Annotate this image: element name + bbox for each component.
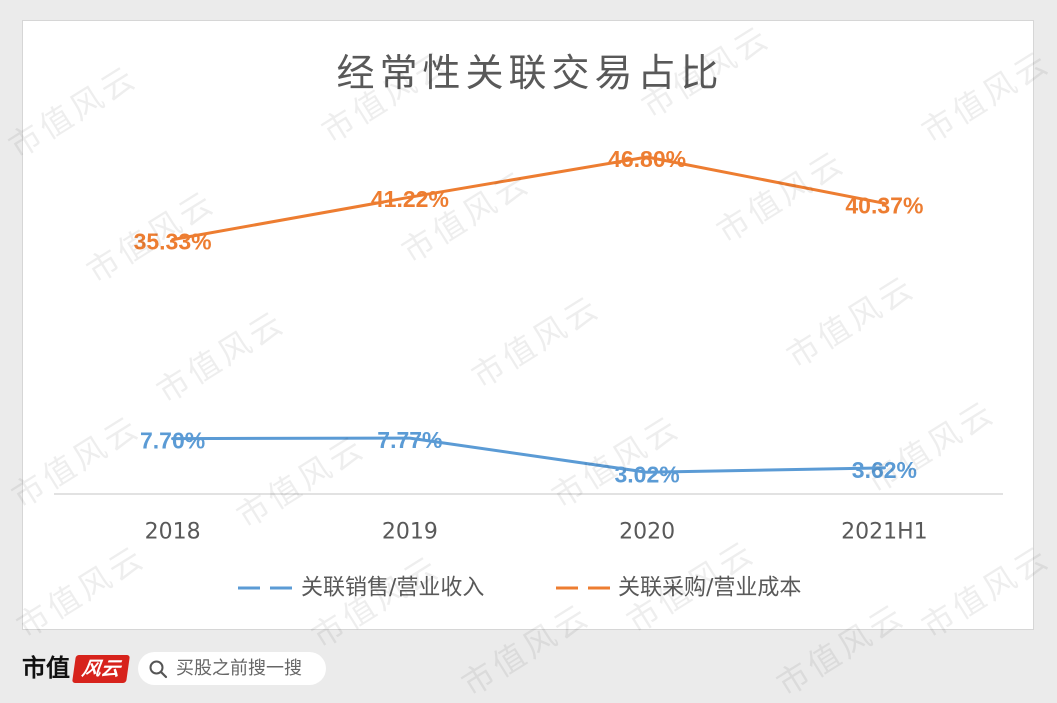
related-purchase-ratio-data-label: 35.33% bbox=[134, 229, 212, 255]
brand-logo-badge: 风云 bbox=[72, 655, 130, 683]
legend-label: 关联销售/营业收入 bbox=[301, 576, 484, 601]
related-purchase-ratio-data-label: 40.37% bbox=[845, 192, 923, 218]
brand-logo-text: 市值 bbox=[22, 653, 70, 682]
search-box[interactable]: 买股之前搜一搜 bbox=[138, 652, 326, 685]
related-purchase-ratio-line bbox=[171, 155, 886, 242]
related-sales-ratio-data-label: 3.62% bbox=[852, 457, 917, 483]
chart-card: 经常性关联交易占比 关联销售/营业收入 关联采购/营业成本 2018 2019 20… bbox=[22, 20, 1034, 630]
related-purchase-ratio-series: 35.33% 41.22% 46.80% 40.37% bbox=[134, 146, 924, 255]
related-sales-ratio-line bbox=[171, 436, 886, 474]
search-placeholder: 买股之前搜一搜 bbox=[176, 658, 302, 679]
related-sales-ratio-series: 7.70% 7.77% 3.02% 3.62% bbox=[140, 427, 917, 487]
legend-item-related-purchase: 关联采购/营业成本 bbox=[556, 576, 801, 601]
related-sales-ratio-data-label: 3.02% bbox=[614, 461, 679, 487]
legend-label: 关联采购/营业成本 bbox=[618, 576, 801, 601]
related-purchase-ratio-data-label: 46.80% bbox=[608, 146, 686, 172]
x-tick-label: 2021H1 bbox=[841, 520, 928, 545]
search-icon bbox=[148, 659, 168, 679]
related-sales-ratio-data-label: 7.70% bbox=[140, 428, 205, 454]
x-tick-label: 2020 bbox=[619, 520, 675, 545]
legend-item-related-sales: 关联销售/营业收入 bbox=[238, 576, 484, 601]
related-sales-ratio-data-label: 7.77% bbox=[377, 427, 442, 453]
line-chart: 经常性关联交易占比 关联销售/营业收入 关联采购/营业成本 2018 2019 20… bbox=[54, 51, 1003, 601]
x-tick-label: 2019 bbox=[382, 520, 438, 545]
legend: 关联销售/营业收入 关联采购/营业成本 bbox=[238, 576, 801, 601]
related-purchase-ratio-data-label: 41.22% bbox=[371, 186, 449, 212]
x-tick-label: 2018 bbox=[145, 520, 201, 545]
chart-title: 经常性关联交易占比 bbox=[336, 51, 723, 95]
